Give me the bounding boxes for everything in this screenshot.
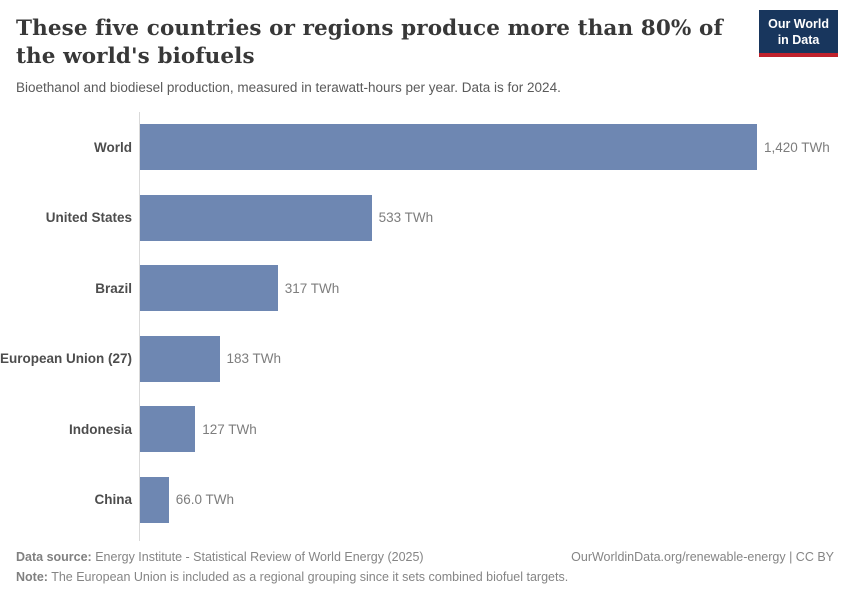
category-label: China	[94, 492, 132, 508]
category-label: United States	[45, 210, 132, 226]
bar[interactable]	[140, 406, 196, 453]
bar[interactable]	[140, 194, 372, 241]
chart-subtitle: Bioethanol and biodiesel production, mea…	[16, 79, 561, 95]
owid-logo[interactable]: Our World in Data	[759, 10, 838, 58]
bar-chart: World United States Brazil European Union (…	[0, 111, 850, 541]
value-label: 66.0 TWh	[175, 492, 234, 508]
value-label: 317 TWh	[284, 280, 340, 296]
value-label: 127 TWh	[202, 421, 257, 437]
category-label-row: Indonesia	[0, 394, 139, 465]
bar-row[interactable]: 1,420 TWh	[140, 112, 850, 183]
category-label-row: China	[0, 464, 139, 535]
bar[interactable]	[140, 265, 278, 312]
attribution-text[interactable]: OurWorldinData.org/renewable-energy | CC…	[571, 550, 834, 564]
data-source-text: Energy Institute - Statistical Review of…	[91, 550, 424, 564]
category-label: World	[94, 139, 132, 155]
category-label-row: Brazil	[0, 253, 139, 324]
bar-row[interactable]: 127 TWh	[140, 394, 850, 465]
bar-row[interactable]: 183 TWh	[140, 323, 850, 394]
owid-logo-line1: Our World	[768, 17, 829, 31]
bar[interactable]	[140, 124, 757, 171]
plot-area: 1,420 TWh 533 TWh 317 TWh 183 TWh 127 TWh 66.…	[139, 111, 850, 541]
category-label: European Union (27)	[0, 351, 133, 367]
chart-header: These five countries or regions produce …	[0, 0, 850, 95]
page-title: These five countries or regions produce …	[16, 16, 723, 69]
note-line: Note: The European Union is included as …	[16, 567, 834, 587]
data-source-line: Data source: Energy Institute - Statisti…	[16, 547, 424, 567]
category-axis: World United States Brazil European Union (…	[0, 112, 139, 541]
bar[interactable]	[140, 476, 169, 523]
category-label: Brazil	[95, 280, 132, 296]
note-label: Note:	[16, 570, 48, 584]
category-label-row: World	[0, 112, 139, 183]
value-label: 1,420 TWh	[764, 139, 830, 155]
value-label: 533 TWh	[378, 210, 434, 226]
bar-row[interactable]: 533 TWh	[140, 182, 850, 253]
chart-footer: Data source: Energy Institute - Statisti…	[16, 547, 834, 587]
bar-row[interactable]: 66.0 TWh	[140, 464, 850, 535]
category-label-row: European Union (27)	[0, 323, 139, 394]
bar[interactable]	[140, 335, 220, 382]
data-source-label: Data source:	[16, 550, 92, 564]
category-label-row: United States	[0, 182, 139, 253]
bar-row[interactable]: 317 TWh	[140, 253, 850, 324]
value-label: 183 TWh	[226, 351, 282, 367]
owid-logo-line2: in Data	[777, 32, 820, 47]
note-text: The European Union is included as a regi…	[47, 570, 569, 584]
category-label: Indonesia	[68, 421, 132, 437]
